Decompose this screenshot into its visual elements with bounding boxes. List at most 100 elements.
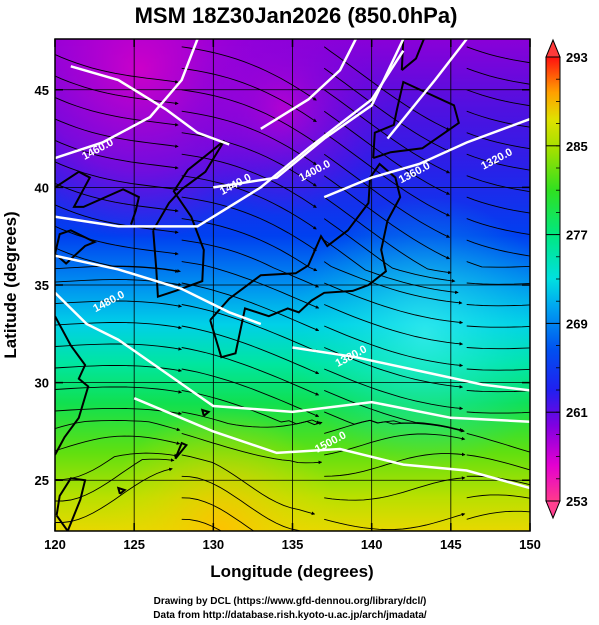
streamline: [55, 343, 182, 351]
colorbar-top-arrow: [545, 38, 561, 58]
streamline: [181, 304, 320, 353]
coastline: [372, 80, 460, 160]
streamline: [55, 386, 182, 394]
contour-line: [386, 39, 468, 140]
streamline: [55, 435, 181, 452]
x-tick-label: 145: [440, 537, 462, 552]
streamline: [466, 368, 530, 371]
streamline: [466, 110, 530, 128]
streamline: [55, 322, 182, 330]
colorbar-tick-label: 293: [566, 50, 588, 65]
streamline: [466, 261, 530, 268]
streamline: [181, 282, 320, 332]
streamline: [181, 89, 317, 144]
streamline: [181, 368, 320, 417]
streamline: [55, 118, 179, 148]
contour-line: [55, 50, 405, 228]
streamline: [466, 89, 530, 107]
colorbar-bottom-arrow: [545, 500, 561, 520]
streamline: [466, 132, 530, 150]
streamline: [324, 368, 464, 411]
contour-line: [55, 254, 262, 326]
streamline: [466, 196, 530, 214]
streamline: [324, 325, 464, 368]
contour-line: [260, 39, 357, 130]
y-tick-label: 30: [35, 376, 49, 391]
streamline: [466, 175, 530, 193]
streamline: [324, 411, 465, 433]
streamline: [466, 153, 530, 171]
coastline: [55, 170, 141, 225]
coastline: [200, 408, 211, 417]
grid-lines: [55, 39, 530, 531]
streamline: [466, 389, 530, 393]
streamline: [323, 261, 463, 305]
streamline: [323, 110, 451, 195]
streamline: [181, 110, 317, 166]
streamline: [324, 476, 466, 501]
streamline: [466, 510, 530, 520]
streamline: [55, 139, 179, 170]
x-axis-ticks: 120 125 130 135 140 145 150: [44, 39, 541, 552]
y-tick-label: 45: [35, 83, 49, 98]
wind-streamlines: [55, 46, 530, 531]
streamline: [324, 282, 464, 325]
y-axis-title: Latitude (degrees): [1, 211, 20, 358]
streamline: [55, 247, 179, 273]
contour-line: [70, 65, 230, 146]
streamline: [55, 53, 179, 84]
x-tick-label: 150: [519, 537, 541, 552]
y-tick-label: 35: [35, 278, 49, 293]
colorbar: 293 285 277 269 261 253: [545, 38, 588, 520]
y-axis-ticks: 25 30 35 40 45: [35, 83, 530, 488]
streamline: [181, 497, 255, 531]
streamline: [466, 218, 530, 235]
coastline: [174, 441, 189, 460]
streamline: [466, 304, 530, 307]
streamline: [466, 67, 530, 85]
streamline: [466, 454, 530, 471]
streamline: [181, 325, 320, 375]
x-tick-label: 120: [44, 537, 66, 552]
streamline: [323, 132, 451, 217]
coastline: [209, 162, 402, 359]
contour-line: [292, 346, 530, 392]
chart-title: MSM 18Z30Jan2026 (850.0hPa): [135, 3, 458, 28]
streamline: [323, 67, 451, 152]
y-tick-label: 25: [35, 473, 49, 488]
streamline: [324, 304, 464, 346]
streamline: [55, 458, 175, 502]
x-axis-title: Longitude (degrees): [210, 562, 373, 581]
streamline: [55, 75, 179, 106]
colorbar-tick-label: 269: [566, 316, 588, 331]
streamline: [466, 347, 530, 350]
contour-line: [133, 397, 530, 490]
x-tick-label: 135: [282, 537, 304, 552]
streamline: [181, 239, 320, 288]
streamline: [323, 239, 459, 295]
streamline: [181, 432, 323, 465]
streamline: [181, 347, 320, 396]
coastline: [116, 486, 127, 495]
contour-line: [323, 117, 530, 199]
x-tick-label: 140: [361, 537, 383, 552]
streamline: [181, 454, 316, 516]
x-tick-label: 125: [123, 537, 145, 552]
streamline: [181, 153, 317, 208]
y-tick-label: 40: [35, 180, 49, 195]
streamline: [466, 282, 530, 285]
credit-drawing: Drawing by DCL (https://www.gfd-dennou.o…: [154, 596, 427, 607]
colorbar-tick-label: 277: [566, 228, 588, 243]
streamline: [323, 153, 451, 238]
streamline: [55, 96, 179, 127]
streamline: [324, 512, 466, 531]
x-tick-label: 130: [202, 537, 224, 552]
colorbar-tick-label: 285: [566, 139, 588, 154]
coastline: [55, 229, 98, 265]
coastline: [400, 39, 425, 71]
streamline: [55, 161, 179, 191]
streamline: [181, 196, 317, 251]
streamline: [323, 89, 451, 174]
streamline: [55, 182, 179, 213]
streamline: [466, 411, 530, 414]
